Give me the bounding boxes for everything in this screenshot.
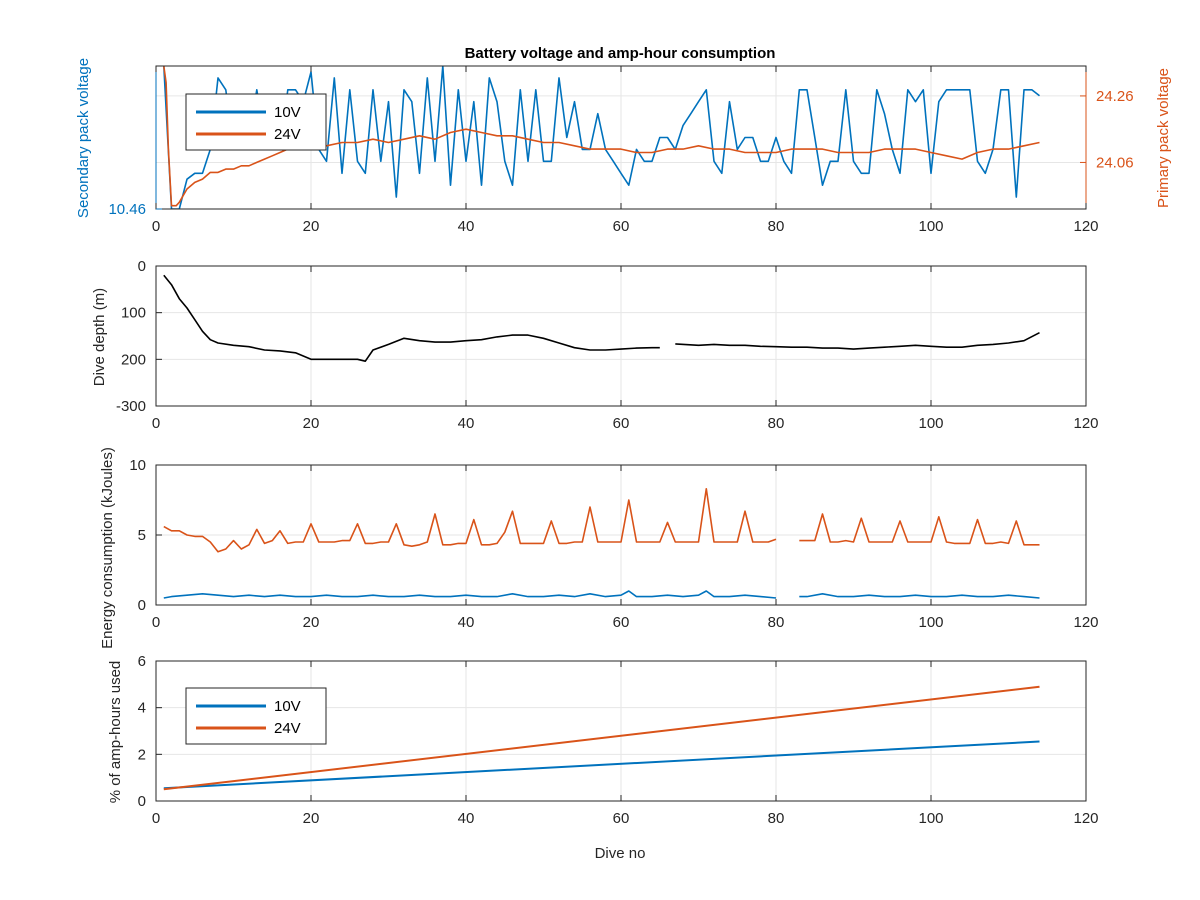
legend-label-10v: 10V [274,104,301,121]
x-tick-label: 100 [918,415,943,432]
x-tick-label: 0 [152,614,160,631]
x-tick-label: 60 [613,218,630,235]
x-tick-label: 120 [1073,810,1098,827]
x-tick-label: 20 [303,415,320,432]
series-line-24v [163,685,1040,791]
y-tick-label: 0 [138,258,146,275]
x-tick-label: 40 [458,415,475,432]
depth-panel: 0 20 40 60 80 100 120 0 100 200 -300 Dive depth (m… [91,258,1099,432]
x-tick-label: 60 [613,415,630,432]
legend-top: 10V 24V [185,93,327,151]
amp-hours-y-axis-label: % of amp-hours used [107,661,124,804]
series-line-10v [163,740,1040,790]
x-tick-label: 20 [303,614,320,631]
right-y-tick-label: 24.06 [1096,154,1134,171]
x-tick-label: 60 [613,810,630,827]
y-tick-label: 4 [138,700,146,717]
series-line-24v [163,488,1040,553]
x-tick-label: 120 [1073,218,1098,235]
legend-label-24v: 24V [274,720,301,737]
x-tick-label: 0 [152,415,160,432]
x-tick-label: 0 [152,810,160,827]
y-tick-label: 0 [138,597,146,614]
legend-label-10v: 10V [274,698,301,715]
legend-label-24v: 24V [274,126,301,143]
y-tick-label: 0 [138,793,146,810]
right-y-axis-label: Primary pack voltage [1155,68,1172,208]
depth-y-axis-label: Dive depth (m) [91,288,108,386]
series-line-10v [163,590,1040,599]
legend-box [185,687,327,745]
x-tick-label: 20 [303,810,320,827]
x-tick-label: 40 [458,614,475,631]
x-tick-label: 80 [768,415,785,432]
x-tick-label: 40 [458,218,475,235]
y-tick-label: -300 [116,398,146,415]
chart-title: Battery voltage and amp-hour consumption [465,45,776,62]
x-tick-label: 120 [1073,415,1098,432]
legend-box [185,93,327,151]
y-tick-label: 5 [138,527,146,544]
series-line-24v [163,66,1040,207]
series-line-10v [163,66,1040,209]
x-tick-label: 100 [918,810,943,827]
y-tick-label: 200 [121,351,146,368]
x-tick-label: 80 [768,218,785,235]
voltage-panel: Battery voltage and amp-hour consumption… [75,45,1172,235]
x-tick-label: 60 [613,614,630,631]
y-tick-label: 10 [129,457,146,474]
y-tick-label: 2 [138,746,146,763]
x-tick-label: 20 [303,218,320,235]
energy-panel: 0 20 40 60 80 100 120 0 5 10 Energy consumption (… [99,447,1099,649]
series-line-depth [163,274,1040,362]
y-tick-label: 10.46 [108,201,146,218]
x-tick-label: 0 [152,218,160,235]
y-tick-label: 6 [138,653,146,670]
right-y-tick-label: 24.26 [1096,88,1134,105]
x-axis-label: Dive no [595,845,646,862]
x-tick-label: 80 [768,810,785,827]
left-y-axis-label: Secondary pack voltage [75,58,92,218]
energy-y-axis-label: Energy consumption (kJoules) [99,447,116,649]
x-tick-label: 80 [768,614,785,631]
legend-bottom: 10V 24V [185,687,327,745]
y-tick-label: 100 [121,305,146,322]
x-tick-label: 120 [1073,614,1098,631]
x-tick-label: 100 [918,614,943,631]
x-tick-label: 40 [458,810,475,827]
x-tick-label: 100 [918,218,943,235]
